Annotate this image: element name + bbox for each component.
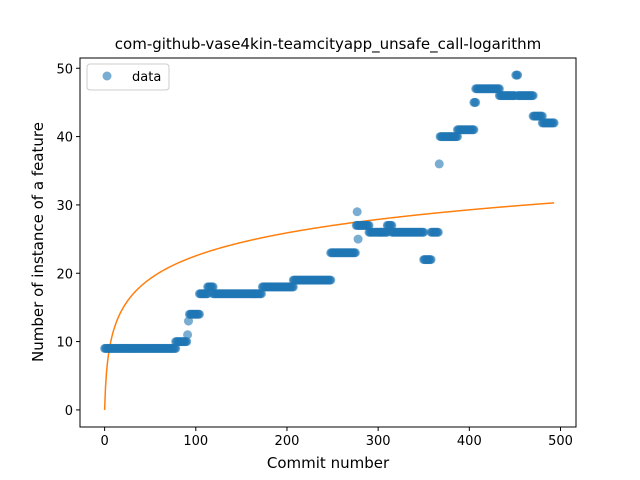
- data-point: [364, 220, 374, 230]
- x-tick-label: 200: [275, 434, 300, 449]
- data-point: [184, 316, 193, 326]
- data-point: [528, 91, 538, 101]
- y-tick-label: 20: [56, 267, 73, 282]
- y-tick-label: 0: [65, 404, 73, 419]
- data-points-layer: [100, 70, 559, 353]
- data-point: [549, 118, 559, 128]
- axes-frame: [79, 57, 577, 428]
- y-tick-label: 10: [56, 336, 73, 351]
- legend-box: [86, 63, 170, 91]
- data-point: [183, 330, 193, 340]
- data-point: [288, 282, 298, 292]
- plot-background: [80, 58, 576, 427]
- data-point: [256, 289, 266, 299]
- y-tick-label: 30: [56, 199, 73, 214]
- axes-layer: 0 100 200 300 400 500 0 10 20 30 40 50: [56, 57, 577, 449]
- chart-title: com-github-vase4kin-teamcityapp_unsafe_c…: [115, 35, 541, 54]
- legend-marker: [102, 71, 112, 81]
- x-tick-label: 0: [100, 434, 108, 449]
- x-axis-label: Commit number: [267, 454, 390, 472]
- data-point: [513, 70, 523, 80]
- x-tick-label: 400: [457, 434, 482, 449]
- plot-area: [80, 58, 576, 427]
- data-point: [494, 84, 504, 94]
- data-point: [352, 207, 362, 217]
- data-point: [433, 227, 443, 237]
- fit-curve-layer: [103, 202, 555, 410]
- legend: data: [86, 63, 170, 91]
- data-point: [208, 282, 218, 292]
- data-point: [434, 159, 444, 169]
- data-point: [350, 248, 360, 258]
- x-tick-label: 500: [548, 434, 573, 449]
- legend-label-data: data: [132, 70, 161, 85]
- data-point: [387, 220, 397, 230]
- y-tick-label: 50: [56, 62, 73, 77]
- data-point: [419, 227, 429, 237]
- x-tick-label: 100: [183, 434, 208, 449]
- x-tick-label: 300: [366, 434, 391, 449]
- data-point: [537, 111, 547, 121]
- data-point: [353, 234, 363, 244]
- y-axis-label: Number of instance of a feature: [29, 122, 47, 362]
- data-point: [471, 97, 481, 107]
- y-tick-label: 40: [56, 131, 73, 146]
- fit-curve: [103, 202, 555, 410]
- data-point: [452, 132, 462, 142]
- data-point: [469, 125, 479, 135]
- data-point: [326, 275, 336, 285]
- data-point: [426, 255, 436, 265]
- data-point: [182, 337, 192, 347]
- data-point: [171, 343, 181, 353]
- data-point: [194, 309, 204, 319]
